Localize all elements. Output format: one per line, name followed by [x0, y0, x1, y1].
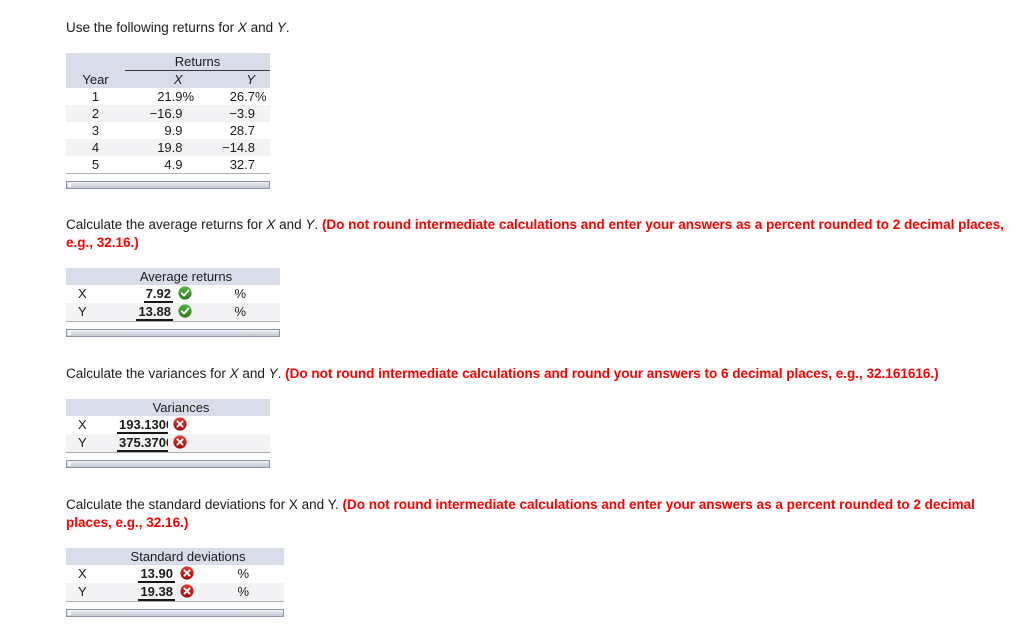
- table-row: 1 21.9% 26.7%: [91, 89, 267, 104]
- green-check-icon: [178, 304, 192, 318]
- standard-deviations-prompt: Calculate the standard deviations for X …: [66, 497, 975, 530]
- answer-table-header: Average returns: [66, 268, 280, 285]
- horizontal-scrollbar[interactable]: [66, 460, 270, 468]
- horizontal-scrollbar[interactable]: [66, 181, 270, 189]
- red-x-icon: [173, 435, 187, 449]
- col-header-year: Year: [66, 70, 125, 88]
- returns-table: Returns Year X Y 1 21.9% 26.7% 2 −16.9 −…: [66, 53, 270, 173]
- variances-prompt: Calculate the variances for X and Y. (Do…: [66, 366, 939, 381]
- green-check-icon: [178, 286, 192, 300]
- variances-table: Variances X 193.130000 Y 375.370000: [66, 399, 270, 452]
- standard-deviations-table-container: Standard deviations X 13.90 % Y 19.38 %: [66, 548, 284, 602]
- table-row: 4 19.8 −14.8: [66, 139, 270, 156]
- percent-sign: %: [234, 286, 247, 301]
- col-header-y: Y: [197, 70, 270, 88]
- red-x-icon: [180, 584, 194, 598]
- percent-sign: %: [226, 303, 280, 321]
- percent-sign: %: [237, 566, 250, 581]
- variable-x: X: [266, 217, 276, 232]
- table-row: 2 −16.9 −3.9: [66, 105, 270, 122]
- rounding-instruction: (Do not round intermediate calculations …: [66, 217, 1004, 250]
- variable-y: Y: [276, 20, 286, 35]
- answer-table-header: Standard deviations: [66, 548, 284, 565]
- col-header-x: X: [125, 70, 198, 88]
- answer-row: Y 13.88 %: [66, 303, 280, 321]
- answer-value: 7.92: [143, 286, 173, 303]
- answer-value: 375.370000: [117, 436, 168, 452]
- average-returns-table-container: Average returns X 7.92 % Y 13.88 %: [66, 268, 280, 322]
- variances-table-container: Variances X 193.130000 Y 375.370000: [66, 399, 270, 453]
- intro-text: Use the following returns for X and Y.: [66, 19, 1006, 37]
- intro-end: .: [285, 20, 290, 35]
- variable-y: Y: [327, 497, 335, 512]
- table-row: 3 9.9 28.7: [91, 123, 255, 138]
- answer-table-header: Variances: [66, 399, 270, 416]
- horizontal-scrollbar[interactable]: [66, 329, 280, 337]
- answer-row: X 7.92 %: [66, 285, 280, 303]
- rounding-instruction: (Do not round intermediate calculations …: [285, 366, 939, 381]
- rounding-instruction: (Do not round intermediate calculations …: [66, 497, 975, 530]
- answer-row: Y 375.370000: [66, 434, 270, 452]
- average-returns-prompt: Calculate the average returns for X and …: [66, 217, 1004, 250]
- answer-row: X 193.130000: [66, 416, 270, 434]
- red-x-icon: [173, 417, 187, 431]
- answer-value: 19.38: [138, 584, 175, 601]
- returns-group-header: Returns: [125, 53, 270, 71]
- variable-x: X: [237, 20, 247, 35]
- returns-table-container: Returns Year X Y 1 21.9% 26.7% 2 −16.9 −…: [66, 53, 270, 174]
- average-returns-table: Average returns X 7.92 % Y 13.88 %: [66, 268, 280, 321]
- red-x-icon: [180, 566, 194, 580]
- table-row: 5 4.9 32.7: [91, 157, 255, 172]
- variable-y: Y: [268, 366, 278, 381]
- answer-value: 13.88: [136, 304, 173, 321]
- horizontal-scrollbar[interactable]: [66, 609, 284, 617]
- intro-and: and: [246, 20, 277, 35]
- percent-sign: %: [229, 583, 284, 601]
- variable-x: X: [288, 497, 298, 512]
- variable-x: X: [229, 366, 239, 381]
- answer-row: Y 19.38 %: [66, 583, 284, 601]
- answer-value: 13.90: [138, 566, 175, 583]
- standard-deviations-table: Standard deviations X 13.90 % Y 19.38 %: [66, 548, 284, 601]
- question-area: Use the following returns for X and Y. R…: [66, 19, 1006, 617]
- intro-pre: Use the following returns for: [66, 20, 238, 35]
- answer-row: X 13.90 %: [66, 565, 284, 583]
- variable-y: Y: [305, 217, 315, 232]
- answer-value: 193.130000: [117, 418, 168, 434]
